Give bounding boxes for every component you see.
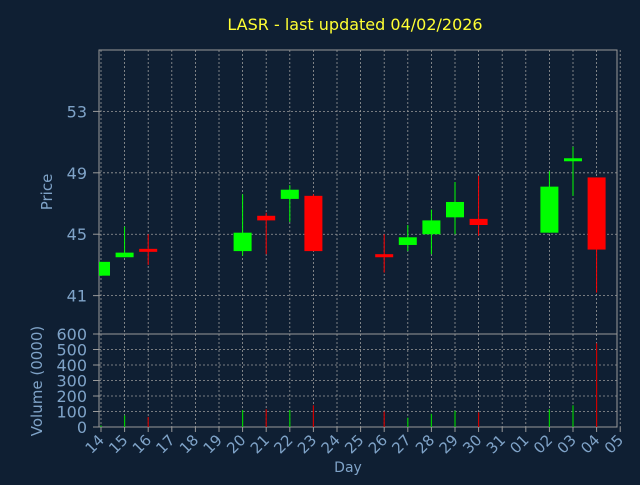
candlestick [139,234,158,265]
candle-body [564,158,582,162]
candle-body [99,261,110,276]
candle-body [280,189,299,199]
candle-body [540,186,559,233]
volume-tick-label: 300 [56,372,87,391]
chart-title: LASR - last updated 04/02/2026 [227,15,482,34]
x-axis-label: Day [334,460,362,476]
candlestick [422,209,441,255]
candle-body [446,201,464,218]
candlestick [587,177,606,293]
candlestick [257,212,276,255]
price-tick-label: 45 [67,225,87,244]
candle-body [233,232,252,252]
candle-body [304,195,323,252]
volume-tick-label: 0 [77,418,87,437]
candlestick [115,226,134,258]
candlestick [304,194,323,252]
candle-body [469,218,488,226]
candle-body [375,254,394,258]
candle-body [115,252,134,258]
candle-body [398,237,417,245]
candlestick [233,194,252,256]
candle-body [139,248,158,252]
volume-tick-label: 100 [56,403,87,422]
price-panel: 41 45 49 53 [67,49,621,335]
price-tick-label: 53 [67,102,87,121]
price-tick-label: 49 [67,164,87,183]
candlestick [99,261,110,276]
volume-tick-label: 600 [56,325,87,344]
volume-panel-frame [98,333,618,428]
candlestick [540,171,559,233]
volume-tick-label: 200 [56,387,87,406]
volume-axis-label: Volume (0000) [28,326,46,436]
candlestick [280,185,299,222]
candlestick [375,234,394,273]
candle-body [257,215,276,221]
candlestick [398,225,417,252]
price-tick-label: 41 [67,287,87,306]
candlestick [564,146,582,196]
candlestick [469,175,488,236]
candle-body [587,177,606,250]
volume-tick-label: 500 [56,341,87,360]
candlestick [446,182,464,235]
candle-body [422,220,441,235]
volume-tick-label: 400 [56,356,87,375]
price-axis-label: Price [38,174,56,211]
